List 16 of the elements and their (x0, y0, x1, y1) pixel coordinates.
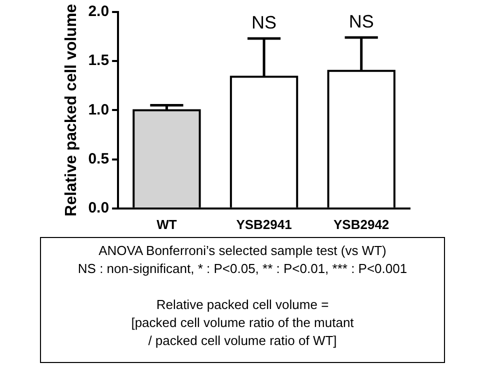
x-tick-label: YSB2941 (236, 216, 292, 232)
y-tick-label: 0.0 (88, 200, 110, 217)
text: / packed cell volume ratio of WT] (147, 332, 338, 350)
y-tick-label: 1.5 (88, 52, 110, 70)
y-tick-label: 1.0 (88, 101, 110, 118)
x-tick-label: YSB2942 (334, 216, 390, 232)
y-tick-label: 0.5 (88, 150, 110, 168)
y-axis-title: Relative packed cell volume (63, 4, 80, 216)
annotation: NS (348, 12, 374, 32)
text: [packed cell volume ratio of the mutant (130, 314, 355, 332)
text: NS : non-significant, * : P<0.05, ** : P<0.01, *** : P<0.001 (76, 260, 408, 278)
text: ANOVA Bonferroni’s selected sample test (vs WT) (98, 242, 388, 260)
text: Relative packed cell volume = (155, 296, 330, 314)
y-tick-label: 2.0 (88, 3, 110, 20)
x-tick-label: WT (156, 216, 177, 232)
annotation: NS (252, 12, 277, 32)
